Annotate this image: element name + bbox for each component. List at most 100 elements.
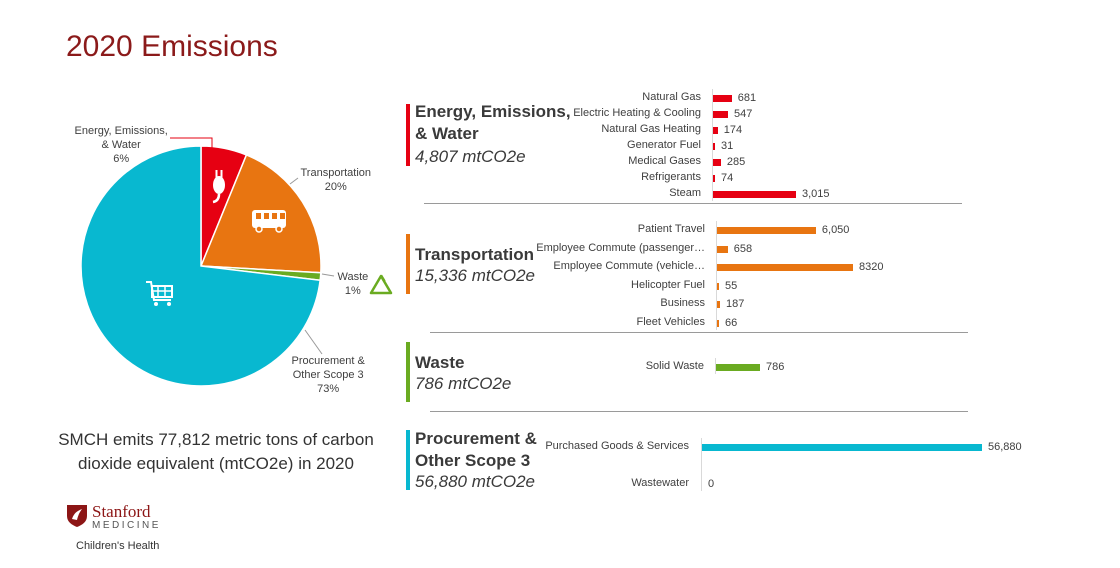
pie-label-percent: 6% (113, 153, 130, 165)
pie-label: Waste 1% (338, 270, 369, 298)
pie-label: Procurement & Other Scope 3 73% (292, 354, 365, 396)
bar-category-label: Helicopter Fuel (631, 278, 705, 291)
recycle-icon (369, 274, 393, 295)
bar (713, 143, 715, 150)
section-accent-bar (406, 430, 410, 490)
bar-value-label: 681 (737, 92, 757, 104)
section-total: 56,880 mtCO2e (415, 472, 536, 491)
section-divider (430, 411, 968, 412)
pie-label-line: Transportation (300, 167, 372, 179)
bar-value-label: 74 (721, 172, 734, 184)
bar-category-label: Patient Travel (637, 223, 705, 235)
bar-value-label: 547 (734, 108, 753, 120)
bar-axis (716, 221, 717, 330)
bar-category-label: Employee Commute (passenger… (536, 241, 705, 254)
bar-value-label: 31 (721, 140, 734, 152)
bar (717, 320, 719, 327)
bar-value-label: 285 (726, 156, 746, 168)
bar-value-label: 55 (725, 279, 738, 292)
pie-leader-line (321, 273, 335, 277)
bar (713, 159, 721, 166)
bar-category-label: Steam (669, 187, 701, 199)
pie-label-line: Energy, Emissions, (74, 125, 168, 137)
bar-value-label: 56,880 (988, 441, 1022, 453)
bar-value-label: 174 (723, 124, 743, 136)
bar (713, 111, 729, 118)
pie-slice (80, 145, 321, 387)
pie-label-line: & Water (101, 139, 141, 151)
shopping-cart-icon (146, 281, 173, 306)
bar (717, 227, 816, 234)
bar-category-label: Refrigerants (641, 171, 701, 183)
section-divider (424, 203, 962, 204)
bar (713, 175, 716, 182)
pie-label-line: Waste (337, 271, 369, 283)
bar (717, 264, 853, 272)
bar-category-label: Wastewater (631, 477, 689, 489)
bar-category-label: Purchased Goods & Services (545, 440, 689, 452)
bar-value-label: 8320 (859, 261, 884, 274)
bar-value-label: 658 (733, 242, 753, 255)
section-accent-bar (406, 234, 410, 294)
section-total: 786 mtCO2e (415, 374, 512, 393)
bar-value-label: 3,015 (802, 188, 830, 200)
bar (717, 301, 721, 309)
section-title: Waste (415, 352, 464, 374)
page-title: 2020 Emissions (66, 30, 278, 63)
section-accent-bar (406, 104, 410, 166)
shield-icon (67, 505, 87, 527)
bar-category-label: Natural Gas Heating (601, 123, 701, 135)
bar-value-label: 187 (726, 298, 745, 311)
bar-axis (712, 89, 713, 201)
bar (716, 364, 760, 371)
pie-label: Energy, Emissions, & Water 6% (75, 124, 168, 166)
section-title-line: Transportation (415, 245, 535, 264)
bar (713, 191, 796, 198)
pie-label-line: Other Scope 3 (292, 369, 364, 381)
section-total: 4,807 mtCO2e (415, 147, 526, 166)
bar-value-label: 786 (766, 361, 785, 373)
bar-value-label: 0 (708, 478, 715, 490)
bar-value-label: 66 (725, 317, 738, 329)
pie-label: Transportation 20% (301, 166, 372, 194)
bar (713, 127, 718, 134)
bar-category-label: Fleet Vehicles (636, 316, 705, 328)
pie-leader-line (289, 177, 299, 185)
bar-category-label: Solid Waste (645, 360, 704, 372)
section-total: 15,336 mtCO2e (415, 266, 536, 285)
pie-label-percent: 73% (317, 383, 340, 395)
bus-icon (252, 210, 286, 233)
summary-text: SMCH emits 77,812 metric tons of carbon … (58, 430, 374, 473)
logo-sub: MEDICINE (92, 520, 161, 531)
logo-child: Children's Health (76, 540, 160, 552)
section-title: Transportation (415, 244, 534, 266)
bar-category-label: Electric Heating & Cooling (573, 107, 701, 119)
bar-category-label: Employee Commute (vehicle… (553, 260, 705, 273)
pie-label-percent: 1% (344, 285, 361, 297)
bar-axis (701, 438, 702, 491)
section-title-line: Waste (415, 353, 465, 372)
section-title-line: Other Scope 3 (415, 451, 531, 470)
bar-category-label: Business (660, 297, 705, 310)
bar (717, 282, 719, 290)
pie-label-line: Procurement & (291, 355, 365, 367)
logo-name: Stanford (92, 502, 151, 521)
bar-axis (715, 358, 716, 374)
section-title-line: Procurement & (415, 429, 537, 448)
section-title-line: & Water (415, 124, 479, 143)
bar-category-label: Natural Gas (642, 91, 701, 103)
section-title: Procurement & Other Scope 3 (415, 428, 537, 472)
section-title: Energy, Emissions, & Water (415, 101, 571, 145)
bar-category-label: Medical Gases (628, 155, 701, 167)
bar (713, 95, 732, 102)
plug-icon (212, 170, 225, 204)
section-title-line: Energy, Emissions, (415, 102, 571, 121)
bar (717, 245, 728, 253)
pie-leader-line (304, 329, 323, 355)
bar-value-label: 6,050 (821, 224, 850, 236)
bar-category-label: Generator Fuel (627, 139, 701, 151)
bar (702, 444, 982, 451)
pie-label-percent: 20% (324, 181, 347, 193)
pie-leader-line (170, 137, 213, 151)
